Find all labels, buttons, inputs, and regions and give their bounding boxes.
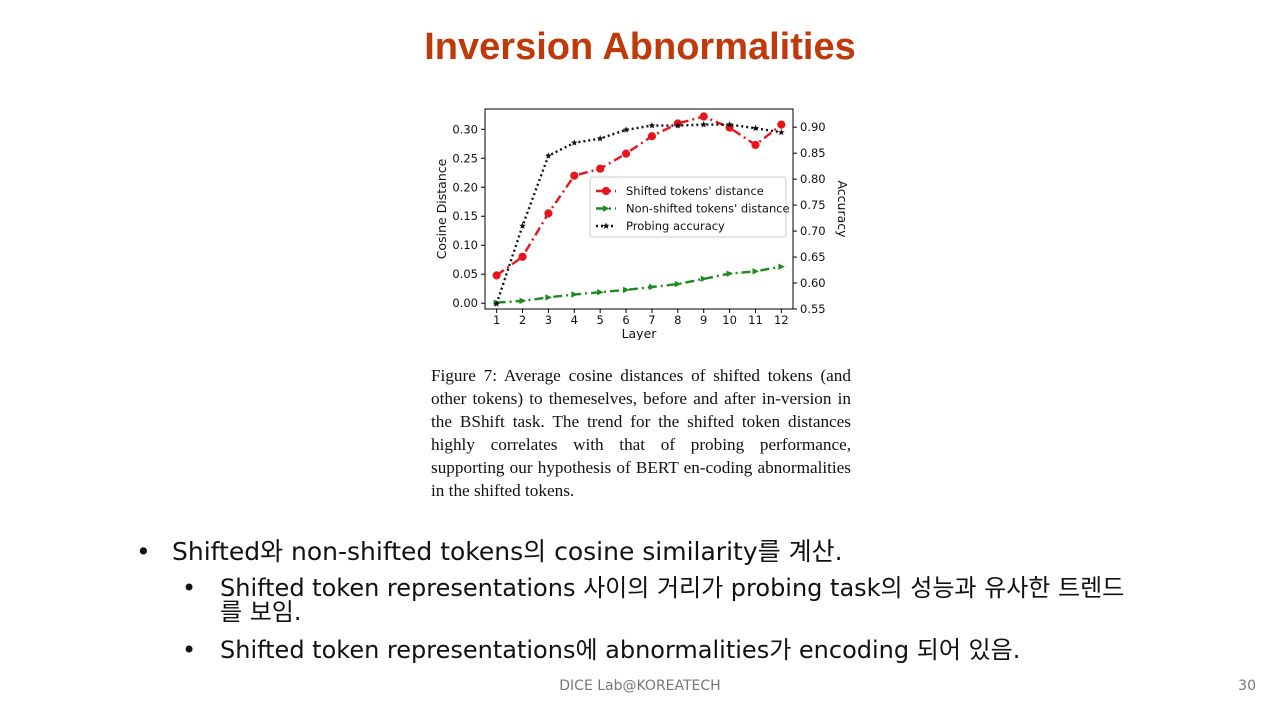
y-left-tick-label: 0.05 — [452, 267, 478, 281]
data-point-1 — [597, 288, 604, 296]
y-right-tick-label: 0.75 — [800, 198, 826, 212]
y-right-tick-label: 0.55 — [800, 302, 826, 316]
legend-marker-0 — [601, 186, 611, 196]
line-chart: 1 2 3 4 5 6 7 8 9 10 11 12Layer0.000.050.100.150.20… — [434, 108, 850, 340]
data-point-0 — [777, 120, 786, 129]
data-point-1 — [674, 280, 682, 288]
legend-label-1: Non-shifted tokens' distance — [626, 202, 790, 216]
data-point-0 — [570, 171, 579, 180]
data-point-2 — [674, 122, 682, 129]
sub-bullet-item: • Shifted token representations 사이의 거리가 … — [130, 576, 1140, 624]
y-left-tick-label: 0.00 — [452, 296, 478, 310]
x-tick-label: 7 — [648, 313, 655, 327]
sub-bullet-item: • Shifted token representations에 abnorma… — [130, 638, 1140, 662]
data-point-1 — [752, 268, 759, 275]
data-point-2 — [493, 300, 501, 307]
y-left-tick-label: 0.30 — [452, 122, 478, 136]
footer-lab: DICE Lab@KOREATECH — [559, 678, 721, 694]
series-line-1 — [496, 265, 782, 304]
x-tick-label: 3 — [545, 313, 552, 327]
legend-marker-2 — [602, 222, 610, 229]
data-point-2 — [545, 152, 552, 159]
y-left-tick-label: 0.20 — [452, 180, 478, 194]
y-right-tick-label: 0.80 — [800, 172, 826, 186]
y-left-axis-label: Cosine Distance — [434, 158, 449, 259]
sub-bullet-text: Shifted token representations에 abnormali… — [220, 636, 1021, 664]
y-right-tick-label: 0.65 — [800, 250, 826, 264]
bullet-list: • Shifted와 non-shifted tokens의 cosine si… — [130, 534, 1140, 662]
sub-bullet-text: Shifted token representations 사이의 거리가 pr… — [220, 574, 1125, 626]
y-right-axis-label: Accuracy — [835, 180, 850, 238]
data-point-0 — [751, 140, 760, 150]
data-point-0 — [647, 132, 657, 141]
y-right-tick-label: 0.90 — [800, 120, 826, 134]
bullet-item: • Shifted와 non-shifted tokens의 cosine si… — [130, 534, 1140, 570]
data-point-2 — [752, 124, 759, 132]
legend-marker-1 — [603, 205, 610, 212]
figure-caption: Figure 7: Average cosine distances of sh… — [431, 366, 851, 500]
x-tick-label: 2 — [519, 313, 526, 327]
bullet-dot-icon: • — [136, 537, 151, 566]
x-tick-label: 1 — [493, 313, 500, 327]
y-right-tick-label: 0.70 — [800, 224, 826, 238]
data-point-0 — [544, 209, 553, 218]
data-point-0 — [699, 112, 708, 121]
data-point-2 — [700, 121, 708, 128]
legend-label-2: Probing accuracy — [626, 219, 725, 233]
data-point-1 — [700, 275, 708, 283]
legend-label-0: Shifted tokens' distance — [626, 184, 764, 198]
data-point-1 — [519, 297, 527, 305]
bullet-dot-icon: • — [182, 636, 197, 664]
data-point-0 — [518, 252, 527, 261]
data-point-2 — [519, 222, 526, 229]
page-number: 30 — [1238, 678, 1256, 694]
x-tick-label: 10 — [722, 313, 737, 327]
slide-title: Inversion Abnormalities — [424, 26, 856, 68]
data-point-2 — [622, 126, 630, 133]
y-right-tick-label: 0.60 — [800, 276, 826, 290]
data-point-1 — [623, 286, 630, 294]
data-point-2 — [570, 139, 578, 146]
data-point-0 — [596, 164, 605, 173]
plot-frame — [484, 108, 794, 310]
data-point-0 — [492, 271, 501, 280]
x-tick-label: 12 — [774, 313, 789, 327]
data-point-1 — [726, 270, 734, 277]
data-point-2 — [596, 135, 604, 142]
y-right-tick-label: 0.85 — [800, 146, 826, 160]
data-point-2 — [777, 128, 785, 136]
x-tick-label: 5 — [597, 313, 604, 327]
data-point-1 — [778, 263, 785, 270]
y-left-tick-label: 0.10 — [452, 238, 478, 252]
x-tick-label: 9 — [700, 313, 707, 327]
series-line-0 — [495, 115, 783, 277]
data-point-1 — [545, 294, 552, 301]
y-left-tick-label: 0.25 — [452, 151, 478, 165]
bullet-text: Shifted와 non-shifted tokens의 cosine simi… — [172, 537, 843, 566]
data-point-1 — [571, 291, 578, 298]
x-axis-label: Layer — [622, 326, 658, 340]
y-left-tick-label: 0.15 — [452, 209, 478, 223]
data-point-1 — [648, 283, 656, 291]
x-tick-label: 4 — [571, 313, 578, 327]
x-tick-label: 11 — [748, 313, 763, 327]
figure-chart: 1 2 3 4 5 6 7 8 9 10 11 12 Layer 0.00 0.05 0.10 0.15 0.20… — [428, 104, 852, 340]
data-point-2 — [648, 122, 656, 129]
data-point-2 — [726, 121, 733, 128]
data-point-0 — [621, 149, 631, 158]
bullet-dot-icon: • — [182, 574, 197, 602]
x-tick-label: 8 — [674, 313, 681, 327]
x-tick-label: 6 — [622, 313, 629, 327]
legend-box — [589, 176, 787, 238]
